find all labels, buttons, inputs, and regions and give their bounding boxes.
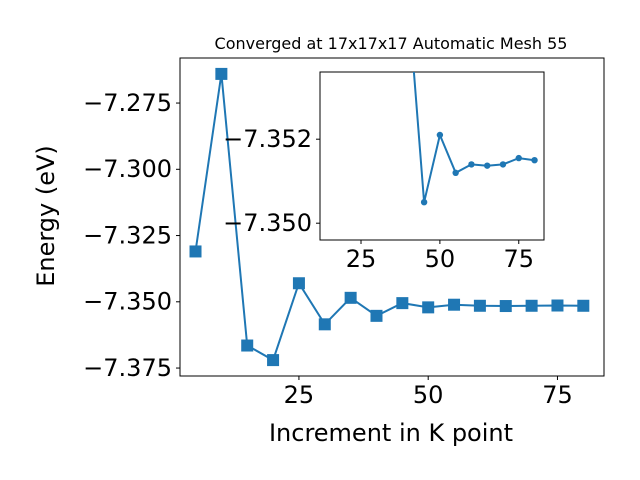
main-point (318, 318, 331, 331)
main-point (241, 339, 254, 352)
inset-x-tick-label: 25 (346, 245, 377, 273)
inset-point (468, 161, 475, 168)
main-point (292, 277, 305, 290)
main-point (189, 245, 202, 258)
y-axis-label: Energy (eV) (32, 145, 60, 287)
main-point (344, 291, 357, 304)
inset-point (499, 161, 507, 168)
main-point (215, 67, 228, 80)
main-x-tick-label: 75 (542, 381, 573, 409)
main-point (448, 298, 461, 311)
main-point (473, 299, 486, 312)
main-point (396, 297, 409, 310)
main-y-tick-label: −7.300 (83, 155, 172, 183)
inset-point (436, 131, 444, 139)
main-series-line (194, 73, 584, 362)
inset-point (484, 162, 491, 169)
main-point (577, 299, 590, 312)
main-point (551, 299, 564, 312)
main-point (499, 300, 512, 313)
main-y-tick-label: −7.350 (83, 288, 172, 316)
main-point (370, 309, 383, 322)
inset-plot: 25 50 75 −7.352 −7.350 (223, 71, 545, 273)
inset-point (531, 157, 538, 164)
main-point (422, 301, 435, 314)
main-y-tick-label: −7.375 (83, 354, 172, 382)
inset-point (452, 169, 459, 176)
inset-y-tick-label: −7.352 (223, 125, 312, 153)
chart-title: Converged at 17x17x17 Automatic Mesh 55 (215, 34, 568, 53)
inset-point (420, 199, 428, 206)
main-x-tick-label: 25 (284, 381, 315, 409)
x-axis-label: Increment in K point (269, 419, 513, 447)
main-x-tick-label: 50 (413, 381, 444, 409)
main-point (267, 354, 280, 367)
main-point (525, 299, 538, 312)
main-y-tick-label: −7.325 (83, 221, 172, 249)
inset-frame (319, 71, 545, 241)
inset-point (515, 154, 522, 162)
inset-x-tick-label: 50 (425, 245, 456, 273)
inset-x-tick-label: 75 (503, 245, 534, 273)
main-y-tick-label: −7.275 (83, 89, 172, 117)
inset-y-tick-label: −7.350 (223, 209, 312, 237)
